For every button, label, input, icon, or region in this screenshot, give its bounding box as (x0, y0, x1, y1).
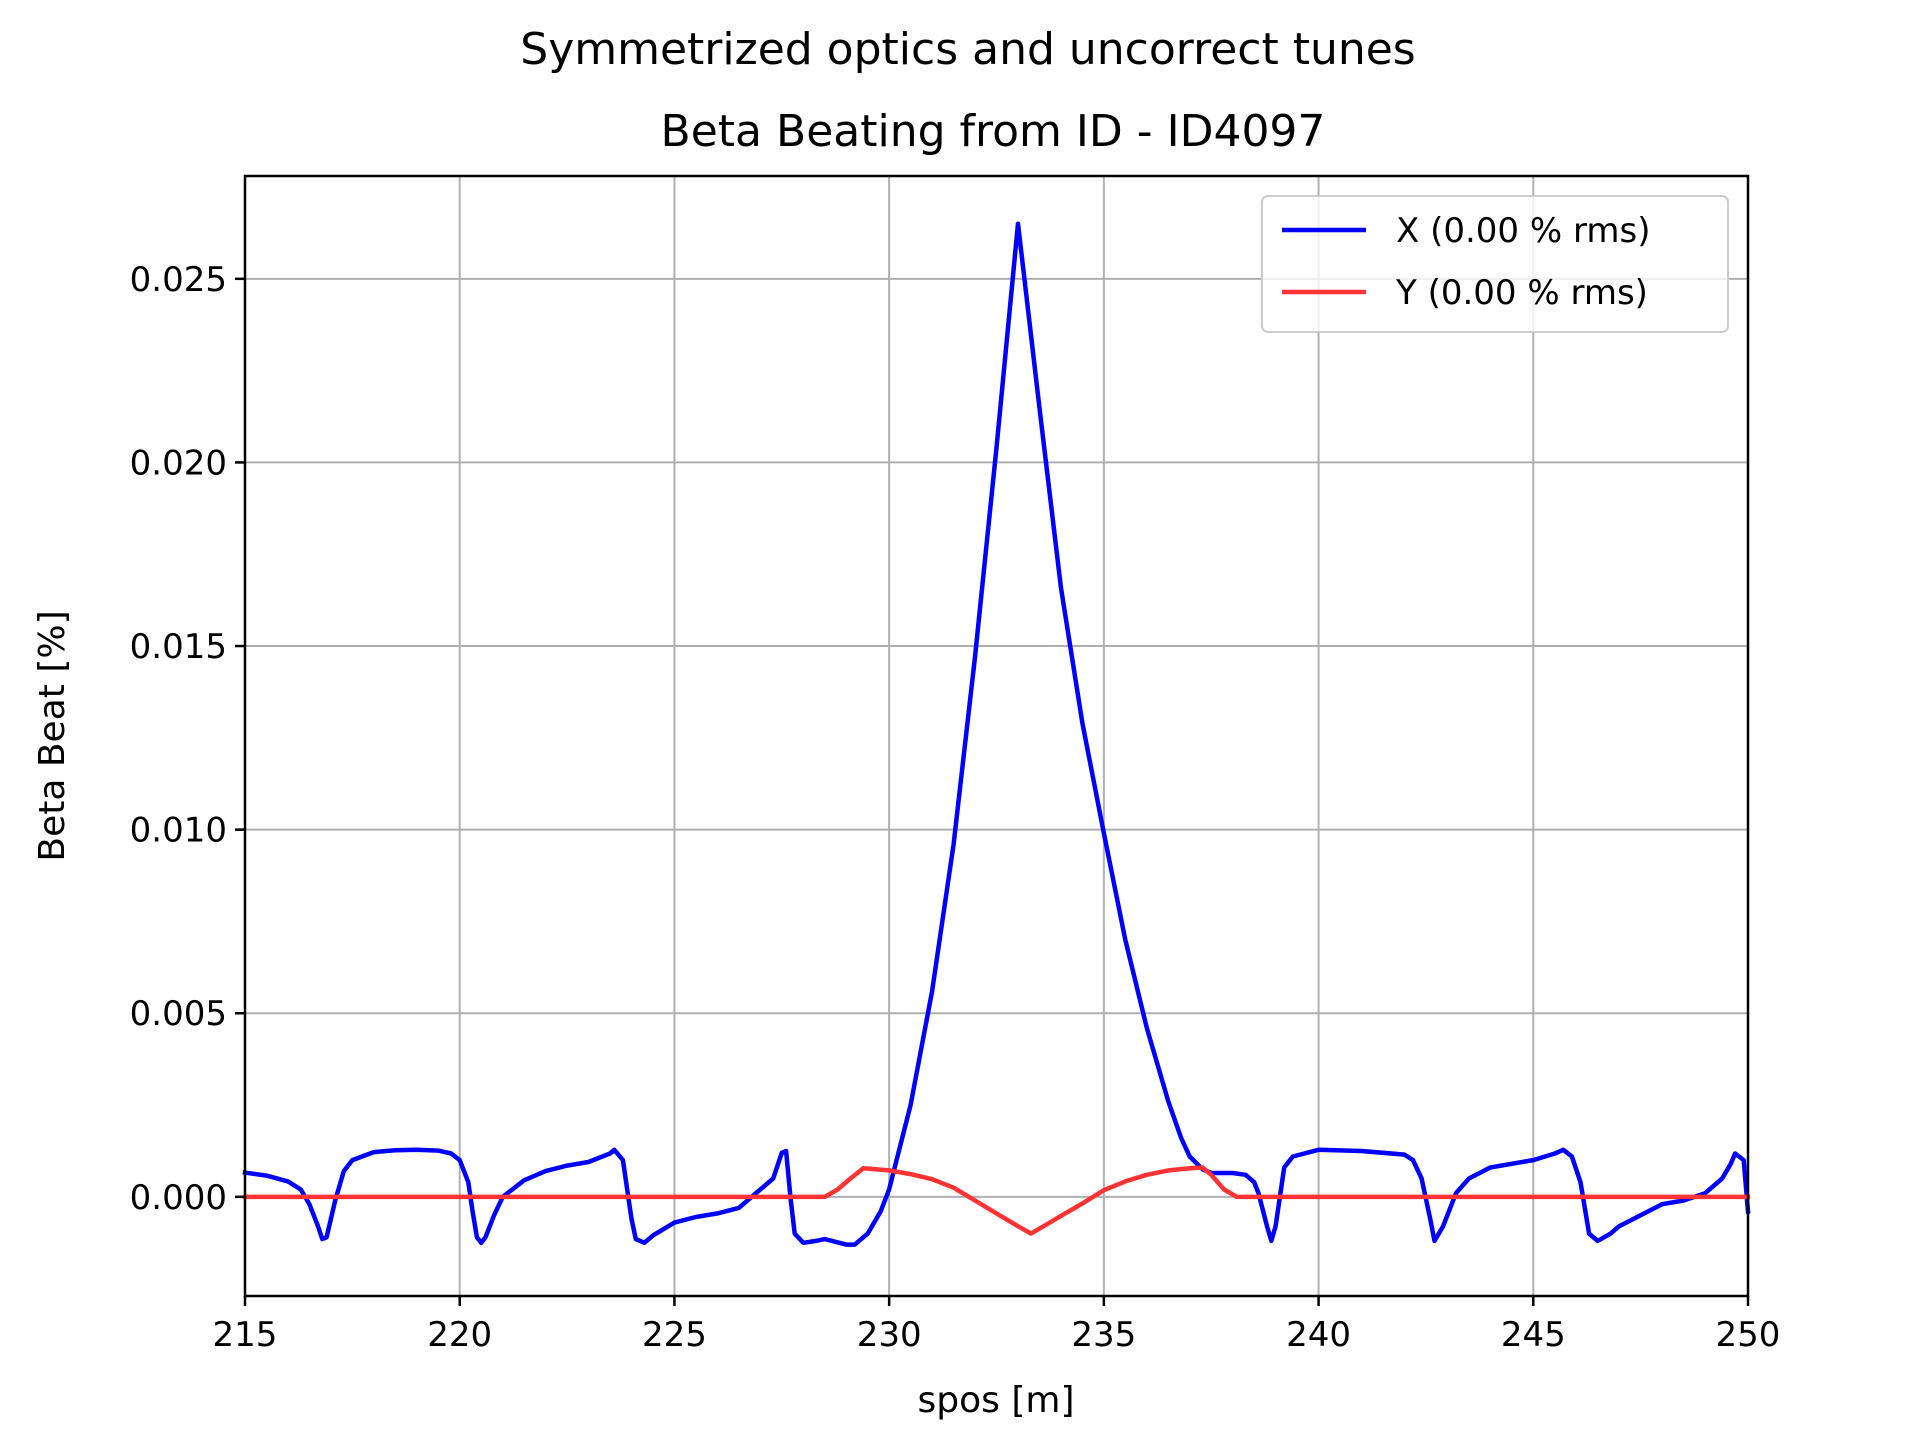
y-tick-label: 0.020 (130, 443, 227, 483)
y-axis-ticks: 0.000 0.005 0.010 0.015 0.020 0.025 (130, 260, 245, 1218)
chart-suptitle: Symmetrized optics and uncorrect tunes (520, 24, 1415, 75)
y-tick-label: 0.015 (130, 627, 227, 667)
x-axis-label: spos [m] (918, 1380, 1075, 1421)
series-line-y (242, 1165, 1751, 1236)
x-tick-label: 240 (1286, 1315, 1351, 1355)
x-tick-label: 225 (642, 1315, 707, 1355)
x-tick-label: 245 (1501, 1315, 1566, 1355)
legend-box (1261, 195, 1729, 333)
x-axis-ticks: 215 220 225 230 235 240 245 250 (213, 1296, 1781, 1355)
y-tick-label: 0.025 (130, 260, 227, 300)
y-tick-label: 0.010 (130, 811, 227, 851)
x-tick-label: 220 (427, 1315, 492, 1355)
legend-label-x: X (0.00 % rms) (1396, 211, 1650, 251)
x-tick-label: 230 (857, 1315, 922, 1355)
x-tick-label: 235 (1071, 1315, 1136, 1355)
plot-frame (243, 174, 1750, 1298)
x-tick-label: 250 (1716, 1315, 1781, 1355)
y-tick-label: 0.005 (130, 994, 227, 1034)
legend-label-y: Y (0.00 % rms) (1395, 273, 1648, 313)
x-tick-label: 215 (213, 1315, 278, 1355)
y-axis-label: Beta Beat [%] (32, 610, 73, 861)
chart-title: Beta Beating from ID - ID4097 (661, 106, 1326, 157)
series-line-x (242, 221, 1751, 1247)
y-tick-label: 0.000 (130, 1178, 227, 1218)
legend: X (0.00 % rms) Y (0.00 % rms) (1261, 195, 1729, 333)
series-lines (242, 221, 1751, 1247)
